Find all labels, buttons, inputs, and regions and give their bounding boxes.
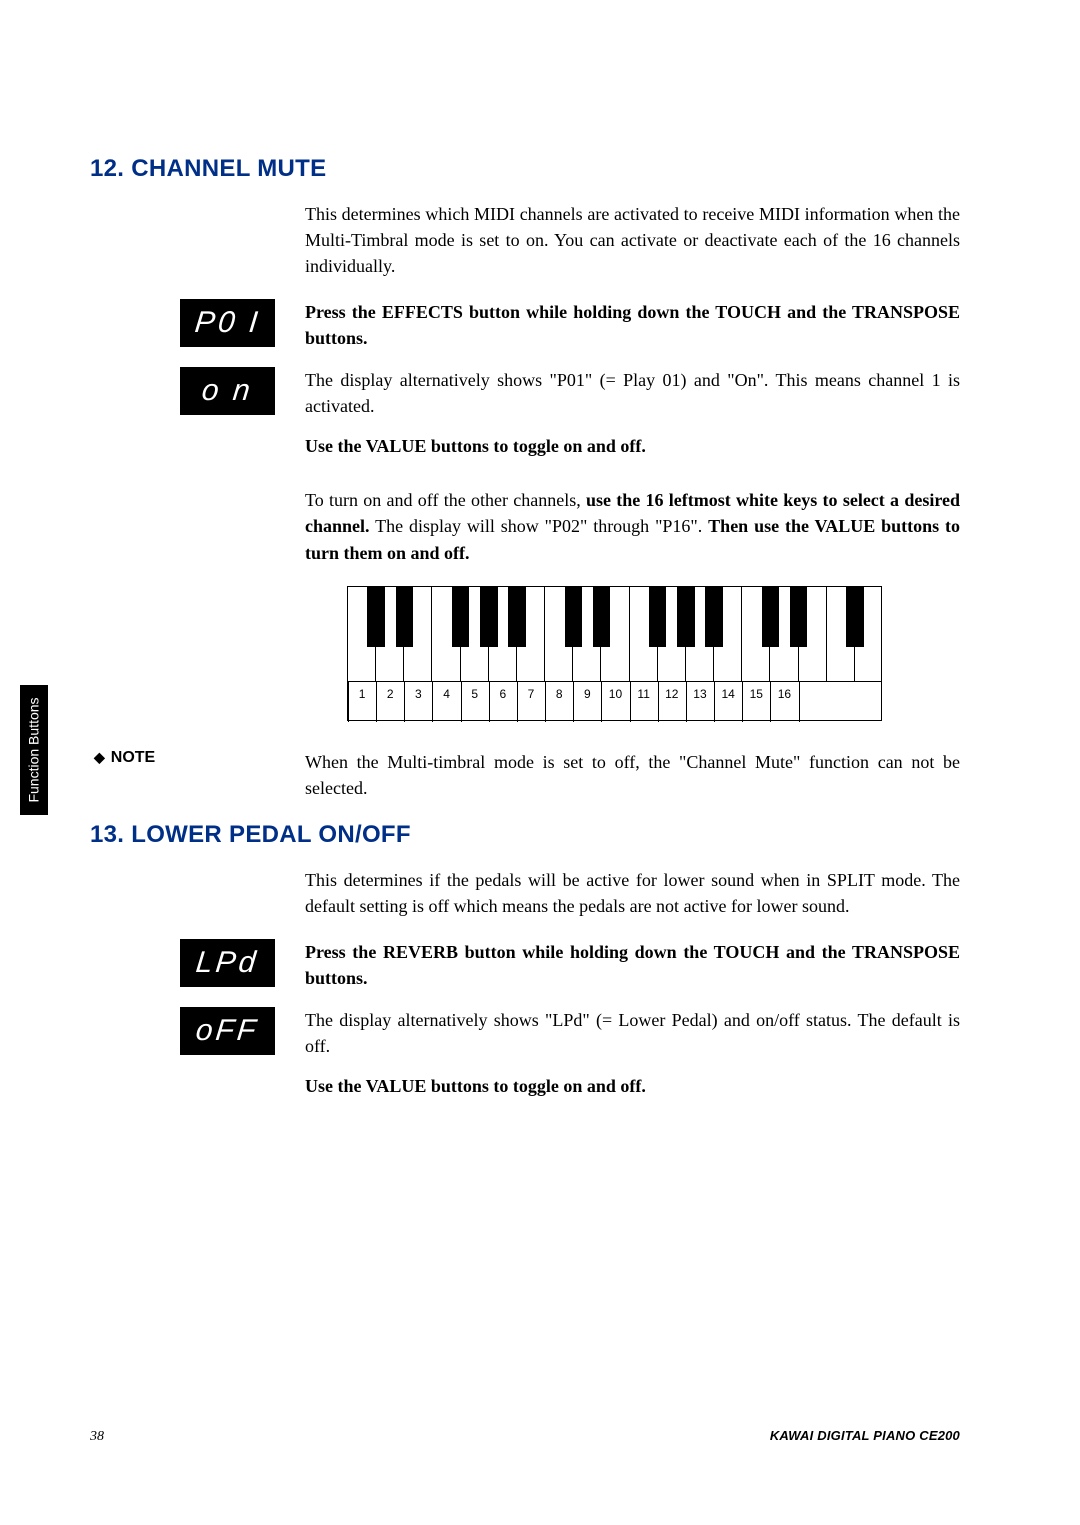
section-13-title: 13. LOWER PEDAL ON/OFF (90, 821, 960, 849)
side-tab-label: Function Buttons (26, 697, 42, 802)
section-12-intro: This determines which MIDI channels are … (305, 201, 960, 279)
black-key (367, 587, 384, 647)
keyboard-label: 4 (432, 687, 460, 701)
black-key (452, 587, 469, 647)
section-13-instruction-2: Use the VALUE buttons to toggle on and o… (305, 1073, 960, 1099)
keyboard-label: 7 (517, 687, 545, 701)
black-key (790, 587, 807, 647)
keyboard-label: 13 (686, 687, 714, 701)
black-key (508, 587, 525, 647)
keyboard-label: 10 (601, 687, 629, 701)
note-label: ◆NOTE (90, 749, 305, 767)
section-13-intro: This determines if the pedals will be ac… (305, 867, 960, 919)
page-content: 12. CHANNEL MUTE This determines which M… (90, 155, 960, 1119)
page-number: 38 (90, 1429, 104, 1445)
side-tab: Function Buttons (20, 685, 48, 815)
keyboard-diagram: 12345678910111213141516 (305, 586, 960, 721)
keyboard-label: 16 (770, 687, 798, 701)
lcd-display-off: oFF (180, 1007, 275, 1055)
black-key (762, 587, 779, 647)
black-key (396, 587, 413, 647)
black-key (480, 587, 497, 647)
keyboard-label: 11 (630, 687, 658, 701)
keyboard-label: 3 (404, 687, 432, 701)
page-footer: 38 KAWAI DIGITAL PIANO CE200 (90, 1428, 960, 1445)
note-text: When the Multi-timbral mode is set to of… (305, 749, 960, 801)
section-13-instruction-1: Press the REVERB button while holding do… (305, 939, 960, 991)
keyboard-label: 14 (714, 687, 742, 701)
black-key (593, 587, 610, 647)
keyboard-label: 9 (573, 687, 601, 701)
lcd-display-p01: P0 I (180, 299, 275, 347)
keyboard-label: 8 (545, 687, 573, 701)
keyboard-label: 2 (376, 687, 404, 701)
black-key (565, 587, 582, 647)
section-12-para-3: To turn on and off the other channels, u… (305, 487, 960, 565)
keyboard-label: 5 (461, 687, 489, 701)
diamond-icon: ◆ (94, 749, 105, 765)
footer-product: KAWAI DIGITAL PIANO CE200 (770, 1428, 960, 1443)
keyboard-label: 12 (658, 687, 686, 701)
section-12-title: 12. CHANNEL MUTE (90, 155, 960, 183)
keyboard-label: 6 (489, 687, 517, 701)
note-row: ◆NOTE When the Multi-timbral mode is set… (90, 749, 960, 801)
section-13-para-2: The display alternatively shows "LPd" (=… (305, 1007, 960, 1059)
black-key (846, 587, 863, 647)
section-12-instruction-2: Use the VALUE buttons to toggle on and o… (305, 433, 960, 459)
section-12-instruction-1: Press the EFFECTS button while holding d… (305, 299, 960, 351)
keyboard-label: 1 (348, 687, 376, 701)
section-12-para-2: The display alternatively shows "P01" (=… (305, 367, 960, 419)
lcd-display-lpd: LPd (180, 939, 275, 987)
black-key (649, 587, 666, 647)
black-key (677, 587, 694, 647)
keyboard-divider (799, 682, 800, 722)
lcd-display-on: o n (180, 367, 275, 415)
keyboard-label: 15 (742, 687, 770, 701)
black-key (705, 587, 722, 647)
